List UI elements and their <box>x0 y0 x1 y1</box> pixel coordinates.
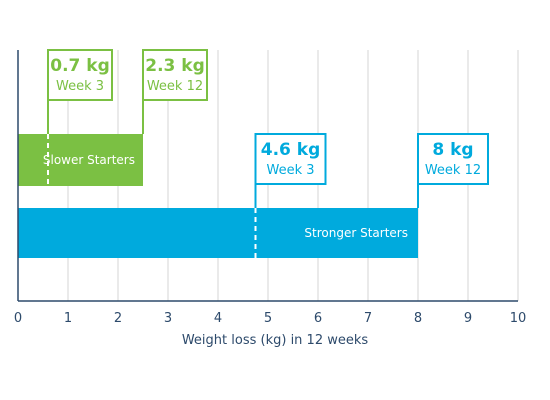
callout-week: Week 12 <box>147 79 203 94</box>
x-tick-label: 5 <box>264 311 272 326</box>
bar-slower-starters <box>18 134 143 186</box>
callout-box <box>417 133 489 185</box>
callout-box <box>254 133 327 185</box>
x-tick-label: 7 <box>364 311 372 326</box>
callout: 8 kg Week 12 <box>417 133 489 208</box>
axes: 0 1 2 3 4 5 6 7 8 9 10 <box>14 50 526 326</box>
x-tick-label: 9 <box>464 311 472 326</box>
callout-value: 0.7 kg <box>50 56 110 76</box>
callout: 2.3 kg Week 12 <box>142 49 208 134</box>
callout-box <box>47 49 113 101</box>
x-tick-label: 4 <box>214 311 222 326</box>
bar-label: Slower Starters <box>43 153 135 167</box>
callout-box <box>142 49 208 101</box>
callout-week: Week 12 <box>425 163 481 178</box>
callout-week: Week 3 <box>56 79 104 94</box>
callout-value: 8 kg <box>432 140 473 160</box>
x-tick-label: 1 <box>64 311 72 326</box>
x-tick-label: 2 <box>114 311 122 326</box>
bar-stronger-starters <box>18 208 418 258</box>
x-tick-label: 6 <box>314 311 322 326</box>
x-tick-label: 3 <box>164 311 172 326</box>
x-tick-label: 0 <box>14 311 22 326</box>
callouts: 0.7 kg Week 3 2.3 kg Week 12 4.6 kg Week 3 8 k… <box>47 49 489 258</box>
callout: 0.7 kg Week 3 <box>47 49 113 186</box>
bars: Slower Starters Stronger Starters <box>18 134 418 258</box>
callout-value: 2.3 kg <box>145 56 205 76</box>
callout-week: Week 3 <box>266 163 314 178</box>
x-axis-title: Weight loss (kg) in 12 weeks <box>182 333 369 348</box>
callout-value: 4.6 kg <box>261 140 321 160</box>
bar-label: Stronger Starters <box>304 226 408 240</box>
x-tick-label: 8 <box>414 311 422 326</box>
x-tick-label: 10 <box>510 311 527 326</box>
callout: 4.6 kg Week 3 <box>254 133 327 258</box>
